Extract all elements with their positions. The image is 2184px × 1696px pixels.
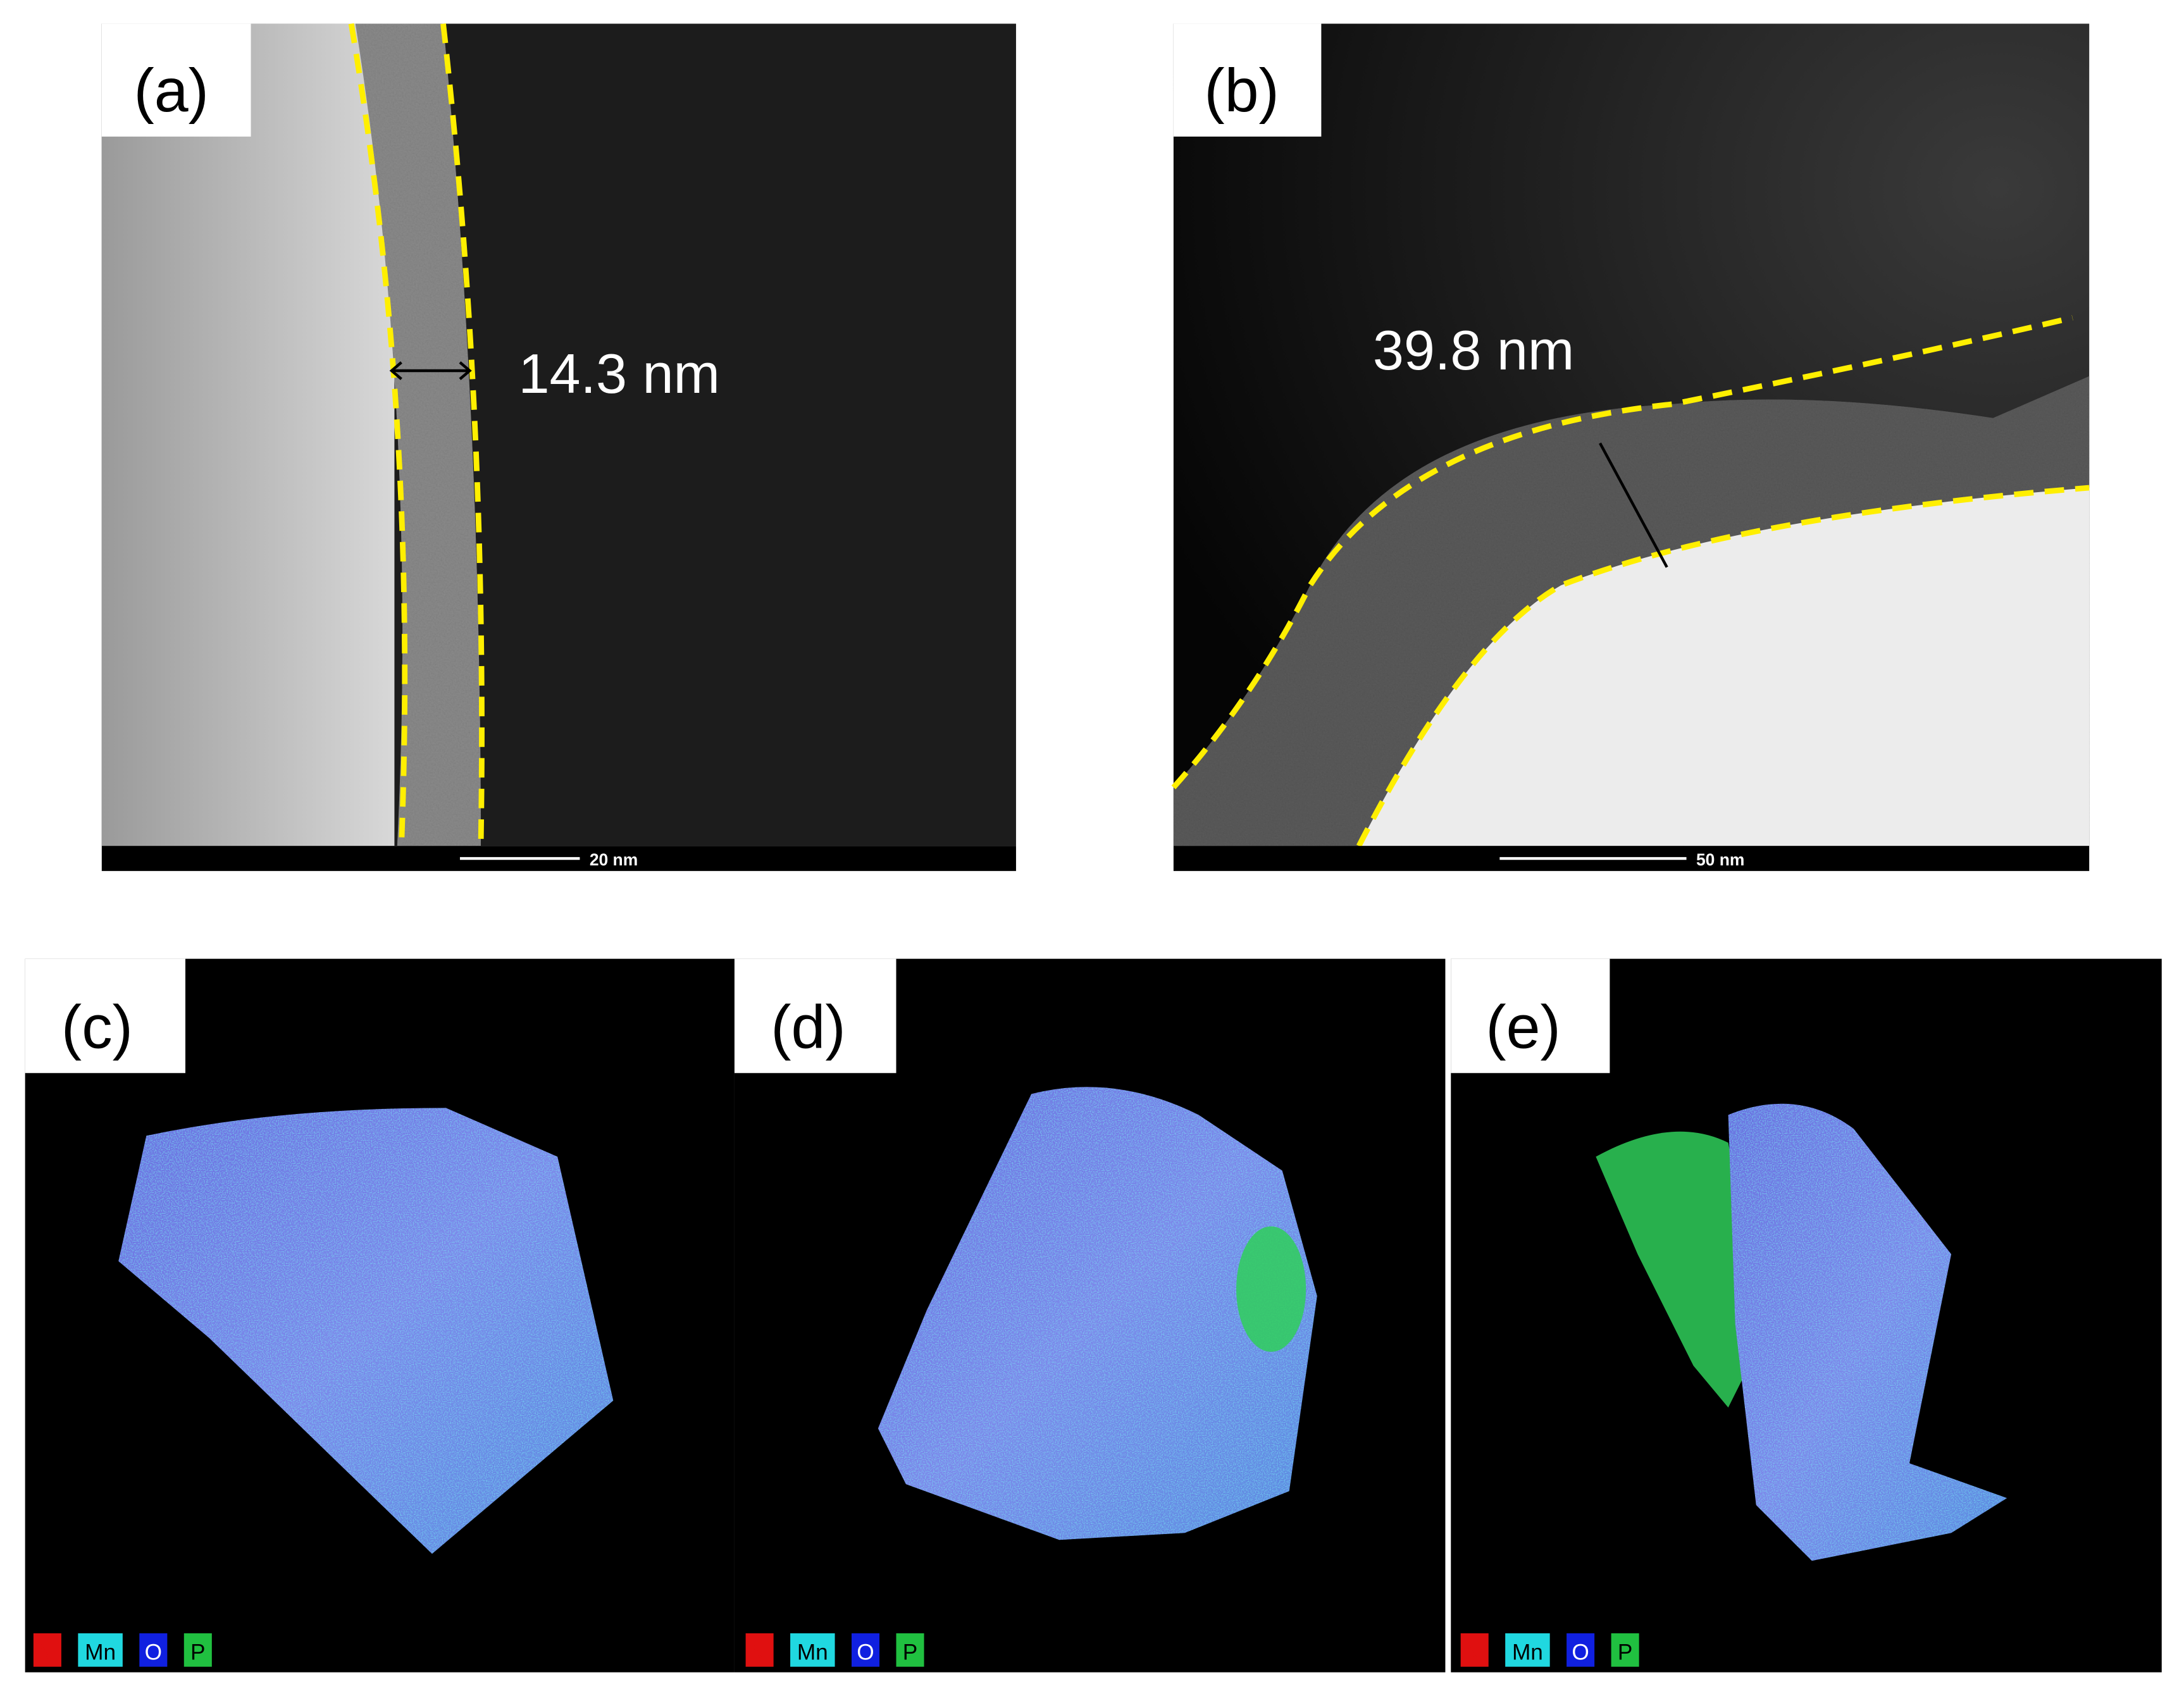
panel-c: (c) Ni Mn O P xyxy=(25,958,735,1673)
panel-e: (e) Ni Mn O P xyxy=(1451,958,2162,1673)
panel-label: (c) xyxy=(61,993,133,1062)
legend-swatch xyxy=(1567,1633,1595,1667)
label-box xyxy=(101,23,251,137)
label-box xyxy=(1451,958,1610,1074)
boundary xyxy=(348,23,408,846)
particle xyxy=(878,1087,1317,1540)
legend: Ni Mn O P xyxy=(745,1633,924,1667)
legend-label: P xyxy=(1618,1640,1633,1665)
legend-label: Mn xyxy=(1512,1640,1543,1665)
measurement: 14.3 nm xyxy=(518,342,719,405)
panel-a: 14.3 nm (a) 20 nm xyxy=(101,23,1016,871)
measurement: 39.8 nm xyxy=(1373,319,1574,381)
legend-label: O xyxy=(1572,1640,1589,1665)
legend-label: O xyxy=(857,1640,874,1665)
legend-swatch xyxy=(745,1633,774,1667)
legend-swatch xyxy=(1505,1633,1550,1667)
legend-swatch xyxy=(1460,1633,1489,1667)
legend-label: Mn xyxy=(85,1640,116,1665)
panel-d: (d) Ni Mn O P xyxy=(734,958,1446,1673)
legend-label: Ni xyxy=(749,1640,770,1665)
panel-label: (e) xyxy=(1486,993,1560,1062)
panel-b: 39.8 nm (b) 50 nm xyxy=(1171,23,2090,871)
boundary xyxy=(440,23,485,846)
legend-swatch xyxy=(78,1633,123,1667)
scale-text: 50 nm xyxy=(1696,850,1744,869)
legend-swatch xyxy=(1611,1633,1639,1667)
legend-label: Mn xyxy=(797,1640,828,1665)
legend-label: Ni xyxy=(1464,1640,1485,1665)
panel-label: (d) xyxy=(771,993,845,1062)
legend-swatch xyxy=(139,1633,168,1667)
arrow xyxy=(1599,442,1668,568)
particle xyxy=(1728,1103,2007,1561)
vacuum xyxy=(1358,488,2090,846)
p-region xyxy=(1236,1226,1306,1352)
particle xyxy=(118,1108,614,1554)
legend-swatch xyxy=(33,1633,61,1667)
legend-label: P xyxy=(190,1640,206,1665)
legend-swatch xyxy=(896,1633,924,1667)
legend-label: P xyxy=(903,1640,918,1665)
legend-swatch xyxy=(183,1633,212,1667)
arrow-heads xyxy=(389,361,472,380)
legend: Ni Mn O P xyxy=(33,1633,212,1667)
legend-swatch xyxy=(790,1633,835,1667)
legend-swatch xyxy=(851,1633,880,1667)
substrate xyxy=(101,23,395,846)
label-box xyxy=(25,958,185,1074)
scale-text: 20 nm xyxy=(590,850,638,869)
boundary xyxy=(1356,485,2090,848)
panel-label: (b) xyxy=(1204,56,1279,125)
legend: Ni Mn O P xyxy=(1460,1633,1639,1667)
label-box xyxy=(734,958,897,1074)
coating xyxy=(355,23,481,846)
boundary xyxy=(1171,314,2073,789)
p-region xyxy=(1596,1131,1749,1408)
legend-label: O xyxy=(145,1640,162,1665)
label-box xyxy=(1173,23,1322,137)
panel-label: (a) xyxy=(133,56,208,125)
legend-label: Ni xyxy=(37,1640,58,1665)
